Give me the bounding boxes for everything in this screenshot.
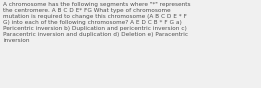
Text: A chromosome has the following segments where "*" represents
the centromere. A B: A chromosome has the following segments … bbox=[3, 2, 191, 43]
